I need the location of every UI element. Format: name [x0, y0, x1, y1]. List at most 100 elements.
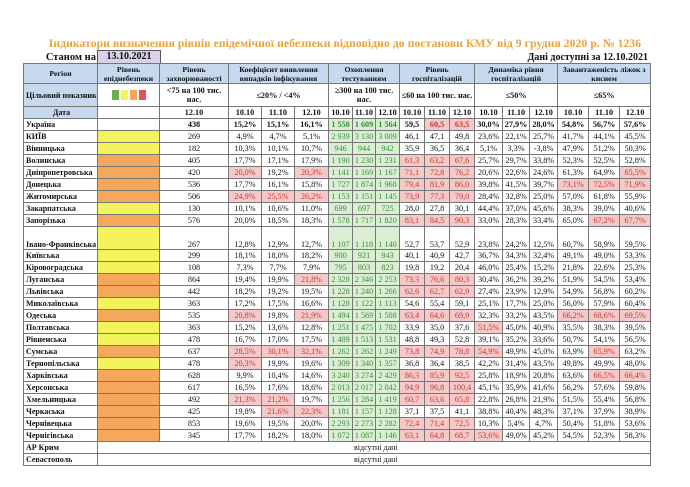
value-cell: 3 130 — [352, 130, 377, 143]
value-cell: 15,2% — [228, 321, 262, 334]
value-cell: 19,2 — [424, 261, 451, 274]
value-cell: 2 346 — [352, 273, 377, 286]
value-cell: 41,7% — [557, 130, 590, 143]
value-cell: 26,2% — [293, 190, 330, 203]
region-name: Закарпатська — [23, 202, 98, 215]
value-cell: 38,9% — [619, 405, 652, 418]
value-cell: 51,8% — [588, 417, 621, 430]
value-cell: 35,5% — [557, 321, 590, 334]
level-indicator — [97, 202, 160, 215]
level-indicator — [97, 309, 160, 322]
value-cell: 47,9% — [557, 142, 590, 155]
value-cell: 58,9% — [588, 226, 621, 250]
table-row: Дніпропетровська 420 20,0% 19,2% 20,3% 1 141 1… — [23, 166, 652, 179]
table-row: АР Крим відсутні дані — [23, 441, 652, 454]
value-cell: 25,7% — [474, 154, 504, 167]
value-cell: 15,1% — [261, 118, 295, 131]
table-row: Харківська 628 9,9% 10,4% 14,6% 3 240 3 274 2 4… — [23, 369, 652, 382]
region-name: Рівненська — [23, 333, 98, 346]
value-cell: 492 — [159, 393, 229, 406]
value-cell: 1 262 — [328, 345, 354, 358]
value-cell: 41,6% — [529, 381, 559, 394]
value-cell: 25,4% — [502, 261, 531, 274]
value-cell: 45,1% — [474, 381, 504, 394]
value-cell: 52,8 — [449, 333, 476, 346]
table-row: Чернігівська 345 17,7% 18,2% 18,0% 1 072 1 087… — [23, 429, 652, 442]
value-cell: 13,6% — [261, 321, 295, 334]
value-cell: 76,6 — [424, 273, 451, 286]
value-cell: 20,0% — [228, 166, 262, 179]
value-cell: 1 146 — [375, 429, 401, 442]
value-cell: 1 569 — [352, 309, 377, 322]
value-cell: 2 328 — [328, 273, 354, 286]
value-cell: 42,2% — [474, 357, 504, 370]
value-cell: 19,8 — [399, 261, 426, 274]
value-cell: 1 167 — [375, 166, 401, 179]
data-available-label: Дані доступні за 12.10.2021 — [527, 52, 648, 63]
region-name: Кіровоградська — [23, 261, 98, 274]
region-name: Львівська — [23, 285, 98, 298]
value-cell: 49,3 — [424, 333, 451, 346]
value-cell: 363 — [159, 297, 229, 310]
value-cell: 80,3 — [449, 273, 476, 286]
value-cell: 49,9% — [588, 357, 621, 370]
value-cell: 28,5% — [228, 345, 262, 358]
value-cell: 1 157 — [352, 405, 377, 418]
value-cell: 52,7 — [399, 226, 426, 250]
value-cell: 20,3% — [228, 357, 262, 370]
value-cell: 438 — [159, 118, 229, 131]
value-cell: 3 240 — [328, 369, 354, 382]
value-cell: 37,6 — [449, 321, 476, 334]
region-name: Івано-Франківська — [23, 226, 98, 250]
value-cell: 25,5% — [261, 190, 295, 203]
value-cell: 43,5% — [529, 309, 559, 322]
value-cell: 19,5% — [261, 417, 295, 430]
value-cell: 803 — [352, 261, 377, 274]
value-cell: 17,5% — [293, 333, 330, 346]
value-cell: 17,1% — [261, 154, 295, 167]
value-cell: 60,5 — [424, 118, 451, 131]
value-cell: 535 — [159, 309, 229, 322]
value-cell: 28,0 — [399, 202, 426, 215]
value-cell: 19,2% — [261, 285, 295, 298]
value-cell: 21,6% — [261, 405, 295, 418]
value-cell: 1 249 — [375, 345, 401, 358]
value-cell: 944 — [352, 142, 377, 155]
value-cell: 32,1% — [293, 345, 330, 358]
level-indicator — [97, 154, 160, 167]
value-cell: 4,7% — [529, 417, 559, 430]
value-cell: 38,5 — [449, 357, 476, 370]
value-cell: 36,4 — [449, 142, 476, 155]
date-level — [97, 106, 160, 119]
region-name: Полтавська — [23, 321, 98, 334]
value-cell: 24,9% — [228, 190, 262, 203]
value-cell: 20,6% — [474, 166, 504, 179]
level-indicator — [97, 226, 160, 250]
value-cell: 52,3% — [588, 429, 621, 442]
table-row: КИЇВ 269 4,9% 4,7% 5,1% 2 939 3 130 3 009 46,1 47… — [23, 130, 652, 143]
table-row: Вінницька 182 10,3% 10,1% 10,7% 946 944 942 35,9… — [23, 142, 652, 155]
value-cell: 86,3 — [399, 369, 426, 382]
value-cell: 19,9% — [261, 357, 295, 370]
value-cell: 18,6% — [293, 381, 330, 394]
value-cell: 17,7% — [228, 178, 262, 191]
value-cell: 12,7% — [293, 226, 330, 250]
table-row: Миколаївська 363 17,2% 17,5% 16,6% 1 128 1 122… — [23, 297, 652, 310]
value-cell: 1 128 — [375, 405, 401, 418]
region-name: Херсонська — [23, 381, 98, 394]
value-cell: 30,4% — [474, 273, 504, 286]
value-cell: 10,6% — [261, 202, 295, 215]
value-cell: 100,4 — [449, 381, 476, 394]
value-cell: 16,1% — [293, 118, 330, 131]
value-cell: 54,9% — [474, 345, 504, 358]
value-cell: 63,1 — [399, 429, 426, 442]
value-cell: 60,7 — [399, 393, 426, 406]
region-name: КИЇВ — [23, 130, 98, 143]
value-cell: 1 494 — [328, 309, 354, 322]
value-cell: 53,6% — [619, 417, 652, 430]
value-cell: 10,4% — [261, 369, 295, 382]
value-cell: 56,5% — [619, 333, 652, 346]
value-cell: 25,7% — [529, 130, 559, 143]
value-cell: 17,9% — [293, 154, 330, 167]
value-cell: 73,8 — [399, 345, 426, 358]
